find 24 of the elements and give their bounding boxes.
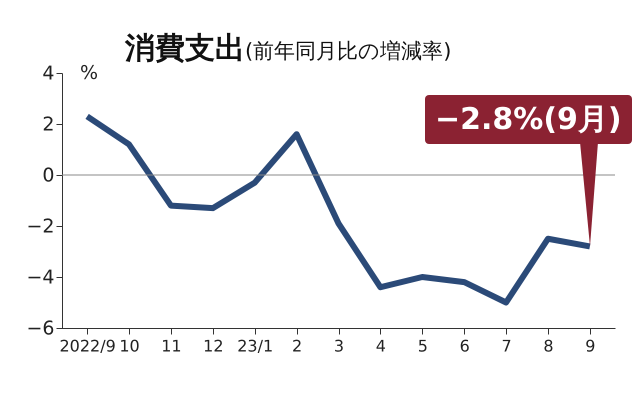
chart-title: 消費支出 xyxy=(125,31,245,66)
y-axis-title: % xyxy=(80,62,98,84)
y-tick-label: 0 xyxy=(42,164,54,186)
x-tick-label: 7 xyxy=(501,336,512,356)
x-tick-label: 3 xyxy=(334,336,344,356)
x-tick-label: 5 xyxy=(418,336,428,356)
x-tick-label: 4 xyxy=(376,336,386,356)
y-tick-label: −6 xyxy=(26,318,54,340)
x-tick-label: 6 xyxy=(460,336,470,356)
chart-subtitle: (前年同月比の増減率) xyxy=(245,39,452,63)
callout-box: −2.8%(9月) xyxy=(425,95,632,144)
x-tick-label: 23/1 xyxy=(237,336,274,356)
x-tick-label: 8 xyxy=(543,336,554,356)
x-tick-label: 2022/9 xyxy=(59,336,116,356)
x-tick-label: 2 xyxy=(292,336,302,356)
y-tick-label: −2 xyxy=(26,216,54,238)
x-tick-label: 9 xyxy=(585,336,596,356)
x-tick-label: 10 xyxy=(119,336,140,356)
y-tick-label: −4 xyxy=(26,266,54,288)
annotation: −2.8%(9月) xyxy=(435,102,622,137)
y-tick-label: 2 xyxy=(42,114,54,136)
x-tick-label: 11 xyxy=(161,336,182,356)
x-tick-label: 12 xyxy=(203,336,224,356)
y-tick-label: 4 xyxy=(42,62,54,84)
